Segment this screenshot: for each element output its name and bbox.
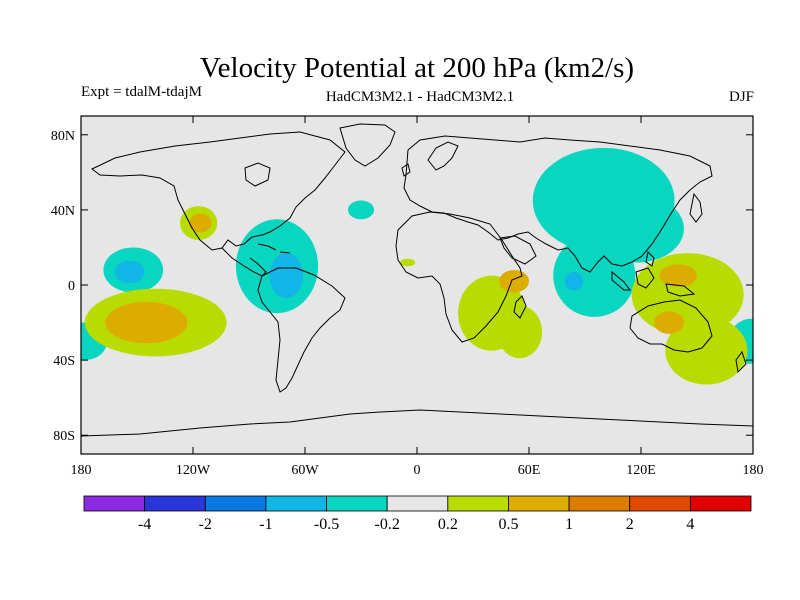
coastline-madagascar [513,295,527,319]
coastline-north-america [91,131,346,251]
contour-region [189,213,212,233]
colorbar-swatch [386,495,449,512]
coastline-hudson-bay [244,162,271,187]
colorbar-label: -0.5 [314,516,339,533]
colorbar-swatch [265,495,327,512]
contour-region [499,269,529,293]
y-tick-label: 80N [51,129,75,144]
coastline-antarctica [81,409,753,437]
colorbar-label: 1 [565,516,573,533]
contour-region [497,305,543,359]
coastline-caribbean [257,243,291,254]
coastline-australia [629,299,713,353]
coastline-sumatra [611,270,631,291]
coastline-greenland [339,123,396,167]
colorbar: -4 -2 -1 -0.5 -0.2 0.2 0.5 1 2 4 [83,495,752,533]
y-tick-label: 80S [53,429,75,444]
colorbar-swatch [144,495,206,512]
coastline-scandinavia [427,141,459,171]
contour-region [665,316,748,385]
x-tick-label: 60W [291,463,319,478]
axis-ticks: 180 120W 60W 0 60E 120E 180 80N 40N 0 40S 80S [51,116,764,478]
x-tick-label: 120W [176,463,211,478]
experiment-label: Expt = tdalM-tdajM [81,84,202,100]
colorbar-label: 4 [686,516,694,533]
colorbar-label: 2 [626,516,634,533]
y-tick-label: 0 [68,279,75,294]
coastline-japan [689,192,703,223]
x-tick-label: 120E [626,463,656,478]
x-tick-label: 180 [743,463,764,478]
colorbar-swatch [204,495,267,512]
coastline-philippines [645,250,655,267]
colorbar-swatch [326,495,388,512]
season-label: DJF [729,89,754,105]
colorbar-swatch [447,495,509,512]
colorbar-label: -2 [199,516,212,533]
coastline-central-america [221,247,267,277]
colorbar-swatch [689,495,752,512]
map-frame [80,115,754,455]
map-panel: 180 120W 60W 0 60E 120E 180 80N 40N 0 40S 80S [51,115,764,478]
coastline-africa [395,211,523,343]
contour-region [269,253,304,299]
colorbar-label: -0.2 [375,516,400,533]
colorbar-swatch [83,495,146,512]
colorbar-label: -1 [259,516,272,533]
contour-region [564,271,584,291]
coastline-new-zealand [735,350,747,374]
contour-region [114,260,145,284]
y-tick-label: 40N [51,204,75,219]
colorbar-label: 0.2 [438,516,458,533]
coastline-borneo [635,267,655,289]
colorbar-label: 0.5 [498,516,518,533]
x-tick-label: 60E [518,463,541,478]
contour-region [553,234,636,317]
x-tick-label: 0 [414,463,421,478]
x-tick-label: 180 [71,463,92,478]
contour-region [105,301,188,344]
coastline-british-isles [401,163,411,177]
y-tick-label: 40S [53,354,75,369]
colorbar-label: -4 [138,516,151,533]
coastline-arabia [499,235,537,265]
contour-region [659,264,697,287]
coastline-new-guinea [665,283,696,297]
coastline-south-america [257,267,346,393]
contour-region [347,200,375,220]
colorbar-swatch [508,495,570,512]
contour-region [400,258,416,267]
contour-region [654,311,684,334]
model-label: HadCM3M2.1 - HadCM3M2.1 [326,89,514,105]
contour-fill-layer [81,147,753,385]
colorbar-swatch [568,495,631,512]
coastline-layer [81,123,753,437]
coastline-eurasia [403,135,713,273]
colorbar-swatch [629,495,691,512]
chart-title: Velocity Potential at 200 hPa (km2/s) [200,52,634,84]
